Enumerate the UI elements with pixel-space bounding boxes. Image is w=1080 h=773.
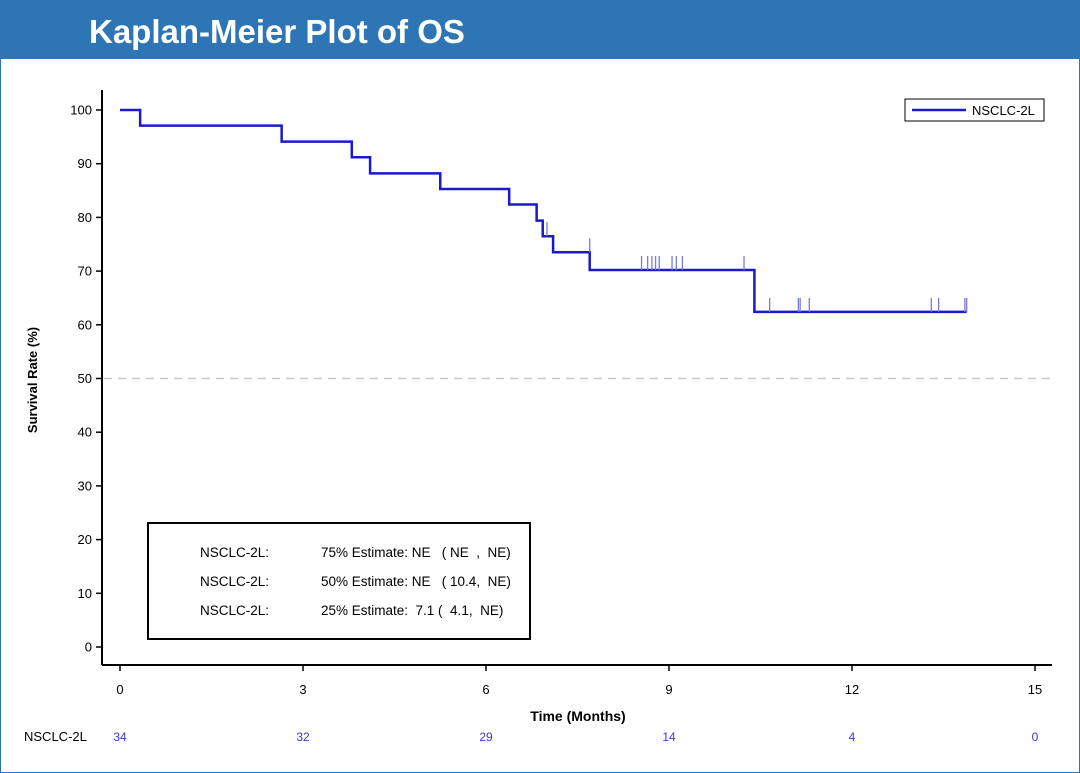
risk-count: 29 [479, 730, 493, 744]
legend-entry: NSCLC-2L [972, 103, 1035, 118]
censor-marks [546, 222, 968, 312]
legend-box [904, 98, 1045, 122]
estimate-group-3: NSCLC-2L: [200, 603, 269, 618]
x-tick-label: 9 [665, 682, 672, 697]
y-axis-label: Survival Rate (%) [25, 327, 40, 433]
estimate-text-2: 50% Estimate: NE ( 10.4, NE) [321, 574, 511, 589]
km-curve-nsclc-2l [120, 108, 967, 314]
axes: 0 10 20 30 40 50 60 70 80 90 100 0 3 6 9 12 15 [70, 90, 1052, 697]
x-tick-label: 3 [299, 682, 306, 697]
y-tick-label: 0 [85, 640, 92, 655]
estimate-group-1: NSCLC-2L: [200, 545, 269, 560]
y-tick-label: 70 [78, 264, 92, 279]
y-tick-label: 60 [78, 317, 92, 332]
y-tick-label: 10 [78, 586, 92, 601]
risk-count: 0 [1032, 730, 1039, 744]
legend: NSCLC-2L [904, 98, 1045, 122]
estimates-border [147, 522, 531, 640]
y-tick-label: 90 [78, 156, 92, 171]
y-tick-label: 40 [78, 425, 92, 440]
y-tick-label: 50 [78, 371, 92, 386]
estimate-text-1: 75% Estimate: NE ( NE , NE) [321, 545, 511, 560]
risk-count: 4 [849, 730, 856, 744]
estimate-group-2: NSCLC-2L: [200, 574, 269, 589]
x-axis-label: Time (Months) [530, 708, 625, 724]
page-title: Kaplan-Meier Plot of OS [89, 13, 465, 50]
estimates-box: NSCLC-2L: 75% Estimate: NE ( NE , NE) NS… [147, 522, 531, 640]
y-tick-label: 30 [78, 478, 92, 493]
risk-table-label: NSCLC-2L [24, 729, 87, 744]
risk-count: 32 [296, 730, 310, 744]
risk-table-counts: 34 32 29 14 4 0 [113, 730, 1038, 744]
risk-count: 14 [662, 730, 676, 744]
y-tick-label: 100 [70, 103, 92, 118]
x-tick-label: 15 [1028, 682, 1042, 697]
x-tick-label: 6 [482, 682, 489, 697]
x-tick-label: 0 [116, 682, 123, 697]
title-bar: Kaplan-Meier Plot of OS [1, 1, 1079, 59]
y-tick-label: 20 [78, 532, 92, 547]
y-tick-label: 80 [78, 210, 92, 225]
risk-count: 34 [113, 730, 127, 744]
x-tick-label: 12 [845, 682, 859, 697]
estimate-text-3: 25% Estimate: 7.1 ( 4.1, NE) [321, 603, 503, 618]
